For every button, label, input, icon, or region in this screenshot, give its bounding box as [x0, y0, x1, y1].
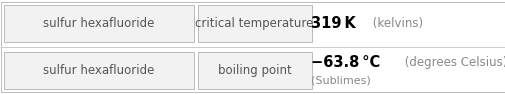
Text: (Sublimes): (Sublimes) [311, 76, 370, 86]
Text: (kelvins): (kelvins) [368, 17, 422, 30]
Text: sulfur hexafluoride: sulfur hexafluoride [43, 17, 154, 30]
FancyBboxPatch shape [4, 52, 193, 89]
Text: critical temperature: critical temperature [195, 17, 313, 30]
Text: −63.8 °C: −63.8 °C [311, 55, 380, 70]
Text: 319 K: 319 K [311, 16, 355, 31]
Text: (degrees Celsius): (degrees Celsius) [400, 56, 505, 69]
FancyBboxPatch shape [4, 5, 193, 42]
Text: boiling point: boiling point [217, 64, 291, 77]
FancyBboxPatch shape [197, 5, 311, 42]
Text: sulfur hexafluoride: sulfur hexafluoride [43, 64, 154, 77]
FancyBboxPatch shape [197, 52, 311, 89]
